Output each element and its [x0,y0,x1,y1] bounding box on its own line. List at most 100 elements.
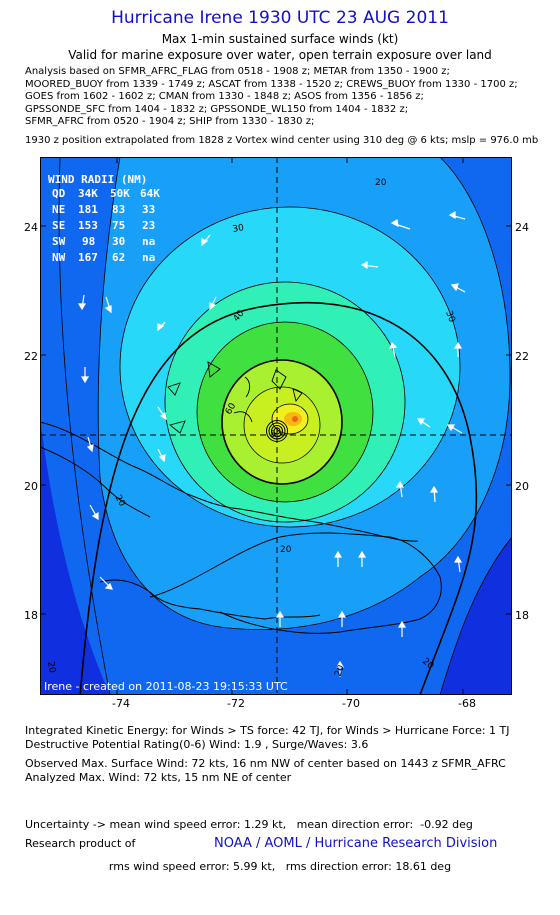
wind-radii-cell: 30 [112,235,125,248]
wind-radii-header: QD [52,187,66,200]
lat-tick-right: 22 [515,350,529,363]
bahamas-island [233,411,253,423]
research-org: NOAA / AOML / Hurricane Research Divisio… [214,836,498,851]
contour-line [58,157,111,695]
wind-arrow-icon [157,321,166,332]
wind-radii-table: WIND RADII (NM) QD 34K 50K 64K NE 181 83… [48,173,160,264]
valid-exposure-note: Valid for marine exposure over water, op… [68,48,492,62]
wind-arrow-icon [99,576,113,590]
contour-label: 30 [232,223,245,235]
wind-arrow-icon [86,436,94,453]
wind-arrow-icon [390,219,411,230]
wind-radii-cell: 83 [112,203,125,216]
wind-radii-header: 34K [78,187,98,200]
wind-radii-cell: 62 [112,251,125,264]
wind-arrow-icon [157,448,166,463]
ike-line: Integrated Kinetic Energy: for Winds > T… [25,724,510,737]
lon-tick-bottom: -72 [227,697,245,710]
uncertainty-line: rms wind speed error: 5.99 kt, rms direc… [25,860,452,873]
lon-tick-bottom: -70 [342,697,360,710]
chart-subtitle: Max 1-min sustained surface winds (kt) [161,32,399,46]
position-note: 1930 z position extrapolated from 1828 z… [25,135,539,146]
wind-arrow-icon [201,234,211,247]
wind-field-map: 20 30 40 50 60 30 20 20 20 20 20 WIND RA… [40,157,512,695]
wind-radii-title: WIND RADII (NM) [48,173,147,186]
turks-caicos [292,388,303,403]
lon-tick-bottom: -68 [458,697,476,710]
chart-title: Hurricane Irene 1930 UTC 23 AUG 2011 [111,8,449,28]
wind-radii-cell: 181 [78,203,98,216]
wind-arrow-icon [395,480,405,498]
wind-vectors [77,210,466,677]
wind-max-center [292,416,298,422]
lon-tick-bottom: -74 [112,697,130,710]
cuba-south-coast [40,446,151,518]
wind-arrow-icon [446,424,463,434]
wind-arrow-icon [77,294,87,311]
contour-line [119,206,461,528]
contour-line [271,403,309,435]
analysis-line: SFMR_AFRC from 0520 - 1904 z; SHIP from … [25,116,315,127]
wind-arrow-icon [429,485,439,503]
lat-tick-left: 24 [24,221,38,234]
wind-radii-cell: 167 [78,251,98,264]
wind-radii-cell: NW [52,251,66,264]
contour-line [439,536,512,695]
contour-label: 30 [443,310,456,324]
uncertainty-line: Uncertainty -> mean wind speed error: 1.… [25,818,473,831]
wind-arrow-icon [275,610,285,627]
analysis-line: Analysis based on SFMR_AFRC_FLAG from 05… [25,66,450,77]
wind-radii-cell: SW [52,235,66,248]
contour-label: 20 [375,178,387,188]
wind-arrow-icon [389,341,398,358]
analysis-line: MOORED_BUOY from 1339 - 1749 z; ASCAT fr… [25,78,518,90]
wind-arrow-icon [335,660,345,677]
wind-radii-cell: 23 [142,219,155,232]
dpr-line: Destructive Potential Rating(0-6) Wind: … [25,738,369,751]
wind-radii-header: 64K [140,187,160,200]
wind-arrow-icon [453,555,463,573]
wind-radii-cell: 98 [82,235,95,248]
observed-max-line: Observed Max. Surface Wind: 72 kts, 16 n… [25,757,506,770]
lat-tick-left: 18 [24,609,38,622]
contour-label: 50 [270,430,282,440]
analyzed-max-line: Analyzed Max. Wind: 72 kts, 15 nm NE of … [25,771,292,784]
wind-arrow-icon [397,620,407,637]
lat-tick-left: 22 [24,350,38,363]
wind-arrow-icon [453,341,463,357]
contour-line-34kt [79,301,478,695]
cuba-coast [40,421,419,542]
wind-arrow-icon [209,296,217,311]
analysis-line: GOES from 1602 - 1602 z; CMAN from 1330 … [25,91,424,102]
contour-label: 20 [45,661,57,674]
wind-radii-cell: na [142,235,155,248]
wind-arrow-icon [448,210,466,220]
ike-block: Integrated Kinetic Energy: for Winds > T… [25,724,510,752]
lat-tick-right: 24 [515,221,529,234]
wind-radii-cell: 153 [78,219,98,232]
analysis-sources: Analysis based on SFMR_AFRC_FLAG from 05… [25,66,518,129]
wind-radii-header: 50K [110,187,130,200]
bahamas-island [244,376,251,398]
bahamas-island [271,369,287,390]
wind-arrow-icon [333,550,343,567]
wind-radii-cell: SE [52,219,65,232]
analysis-line: GPSSONDE_SFC from 1404 - 1832 z; GPSSOND… [25,103,409,115]
wind-arrow-icon [360,260,379,270]
contour-label: 20 [280,545,292,555]
hispaniola-north-coast [149,532,442,620]
map-frame [40,157,512,695]
wind-arrow-icon [357,550,367,567]
hispaniola-south-coast [219,611,421,634]
bahamas-island [207,361,221,378]
wind-arrow-icon [157,406,167,421]
lat-tick-right: 18 [515,609,529,622]
contour-line [97,157,511,630]
contour-line [164,281,406,523]
wind-radii-cell: 33 [142,203,155,216]
contour-line [196,321,374,503]
credit-line: Irene - created on 2011-08-23 19:15:33 U… [44,680,288,693]
research-label: Research product of [25,837,136,850]
lat-tick-left: 20 [24,480,38,493]
wind-arrow-icon [416,418,431,428]
